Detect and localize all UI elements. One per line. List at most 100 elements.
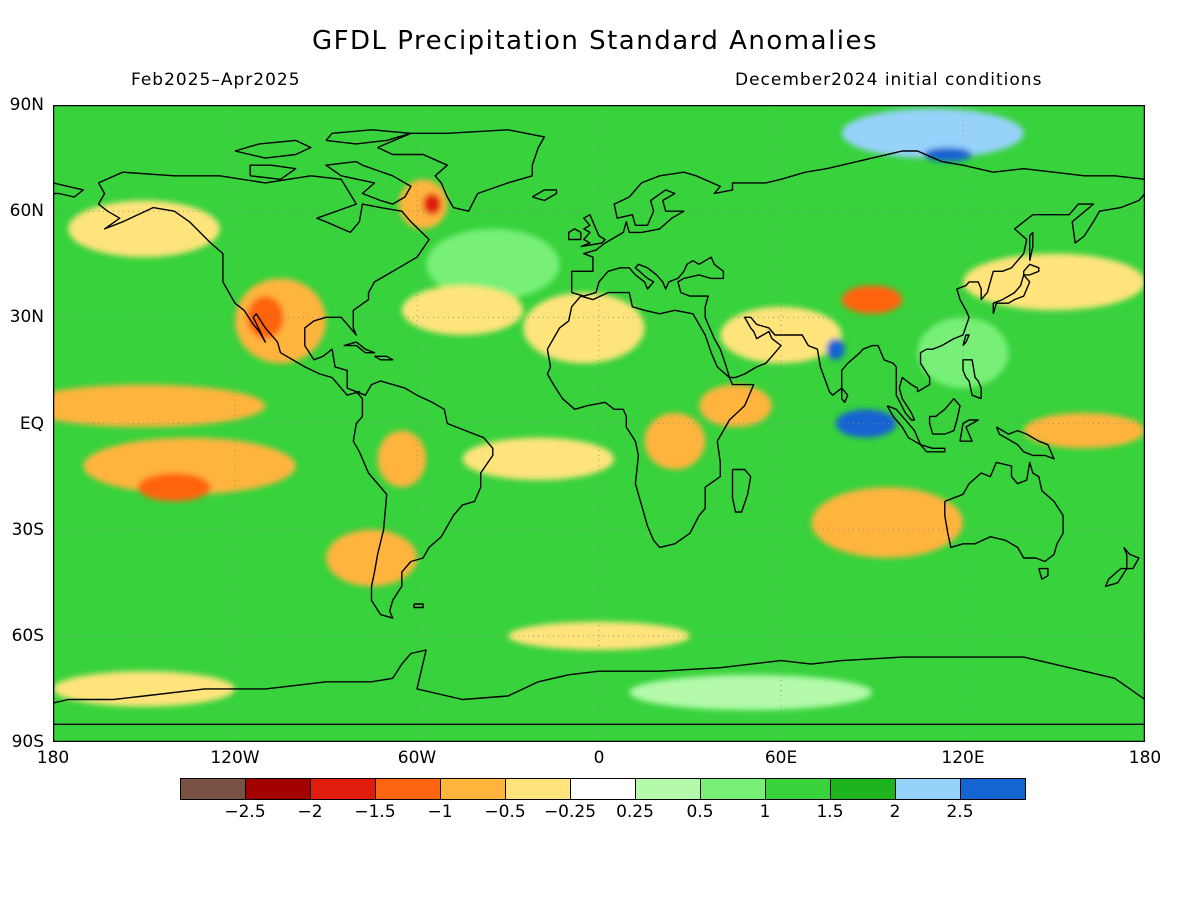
- coastline-24: [944, 461, 1064, 563]
- colorbar-swatch: [180, 778, 246, 800]
- colorbar-label: −0.25: [543, 802, 597, 822]
- anomaly-region-11: [326, 529, 417, 587]
- coastlines: [53, 129, 1145, 725]
- colorbar-label: −2.5: [224, 802, 266, 822]
- colorbar-swatch: [310, 778, 376, 800]
- anomaly-region-28: [917, 317, 1009, 389]
- colorbar-label: −1.5: [354, 802, 396, 822]
- coastline-29: [841, 387, 849, 403]
- anomaly-region-9: [401, 285, 524, 336]
- coastline-31: [343, 341, 376, 354]
- coastline-4: [53, 182, 84, 198]
- lon-tick-label: 0: [593, 748, 605, 768]
- coastline-9: [377, 129, 546, 212]
- lon-tick-label: 60E: [764, 748, 798, 768]
- coastline-16: [1029, 231, 1034, 261]
- anomaly-region-12: [377, 430, 427, 488]
- coastline-6: [580, 213, 606, 248]
- colorbar-label: −2: [297, 802, 323, 822]
- anomaly-region-22: [1023, 412, 1145, 449]
- colorbar-label: 2.5: [946, 802, 974, 822]
- colorbar-label: 1.5: [816, 802, 844, 822]
- lon-tick-label: 120E: [941, 748, 985, 768]
- anomaly-region-18: [835, 409, 897, 438]
- anomaly-region-10: [462, 437, 615, 481]
- colorbar-swatch: [245, 778, 311, 800]
- lat-tick-label: 60N: [9, 201, 44, 222]
- lon-tick-label: 180: [36, 748, 70, 768]
- anomaly-region-23: [68, 200, 220, 258]
- coastline-10: [325, 160, 412, 205]
- coastline-33: [413, 603, 424, 609]
- anomaly-map: [52, 104, 1146, 743]
- lat-tick-label: EQ: [19, 413, 44, 434]
- coastline-17: [962, 334, 970, 347]
- lat-tick-label: 60S: [11, 625, 44, 646]
- anomaly-region-20: [841, 108, 1024, 159]
- coastline-8: [531, 189, 558, 202]
- colorbar-label: 0.5: [686, 802, 714, 822]
- anomaly-region-16: [841, 285, 903, 314]
- anomaly-region-14: [699, 384, 772, 428]
- map-title: GFDL Precipitation Standard Anomalies: [311, 26, 879, 56]
- map-area: [52, 104, 1146, 743]
- colorbar-label: 1: [759, 802, 771, 822]
- coastline-0: [97, 171, 430, 396]
- initial-conditions: December2024 initial conditions: [735, 70, 1043, 90]
- coastline-27: [1104, 567, 1128, 587]
- colorbar-swatch: [830, 778, 896, 800]
- anomaly-region-1: [53, 384, 266, 428]
- anomaly-region-25: [53, 671, 235, 707]
- anomaly-region-7: [423, 193, 442, 215]
- coastline-21: [928, 398, 961, 435]
- lat-tick-label: 30S: [11, 519, 44, 540]
- anomaly-region-19: [826, 338, 845, 360]
- coastline-22: [959, 419, 979, 442]
- lon-tick-label: 60W: [397, 748, 437, 768]
- coastline-5: [571, 193, 1145, 421]
- coastline-14: [992, 274, 1031, 314]
- colorbar-swatch: [375, 778, 441, 800]
- coastline-28: [731, 468, 752, 513]
- coastline-11: [249, 164, 297, 181]
- coastline-1: [352, 380, 494, 619]
- colorbar-swatch: [960, 778, 1026, 800]
- colorbar-label: 2: [889, 802, 901, 822]
- anomaly-region-8: [523, 292, 645, 364]
- coastline-25: [1038, 567, 1049, 580]
- coastline-12: [234, 139, 312, 159]
- coastline-32: [374, 355, 394, 361]
- coastline-13: [325, 129, 412, 145]
- coastline-15: [1023, 263, 1040, 276]
- coastline-20: [919, 444, 946, 453]
- anomaly-region-3: [137, 473, 211, 502]
- anomaly-region-13: [644, 412, 706, 470]
- anomaly-layer: [53, 108, 1145, 711]
- colorbar-swatch: [570, 778, 636, 800]
- colorbar-label: −1: [427, 802, 453, 822]
- coastline-2: [546, 291, 755, 549]
- coastline-30: [53, 649, 1145, 725]
- coastline-26: [1123, 546, 1140, 570]
- anomaly-region-0: [426, 228, 560, 300]
- lat-tick-label: 90S: [11, 732, 44, 752]
- coastline-19: [886, 405, 922, 446]
- lon-tick-label: 180: [1128, 748, 1162, 768]
- map-frame: [52, 104, 1146, 743]
- coastline-3: [571, 150, 1145, 293]
- coastline-18: [962, 359, 982, 400]
- lat-tick-label: 30N: [9, 307, 44, 328]
- colorbar-swatch: [895, 778, 961, 800]
- coastline-23: [995, 426, 1055, 460]
- colorbar-swatch: [440, 778, 506, 800]
- forecast-period: Feb2025–Apr2025: [131, 70, 301, 90]
- anomaly-region-17: [811, 487, 964, 558]
- anomaly-region-2: [83, 437, 296, 495]
- colorbar-swatch: [505, 778, 571, 800]
- colorbar-label: −0.5: [484, 802, 526, 822]
- lon-tick-label: 120W: [210, 748, 260, 768]
- anomaly-region-21: [923, 147, 973, 162]
- lat-tick-label: 90N: [9, 95, 44, 115]
- colorbar-label: 0.25: [616, 802, 654, 822]
- coastline-7: [568, 228, 582, 241]
